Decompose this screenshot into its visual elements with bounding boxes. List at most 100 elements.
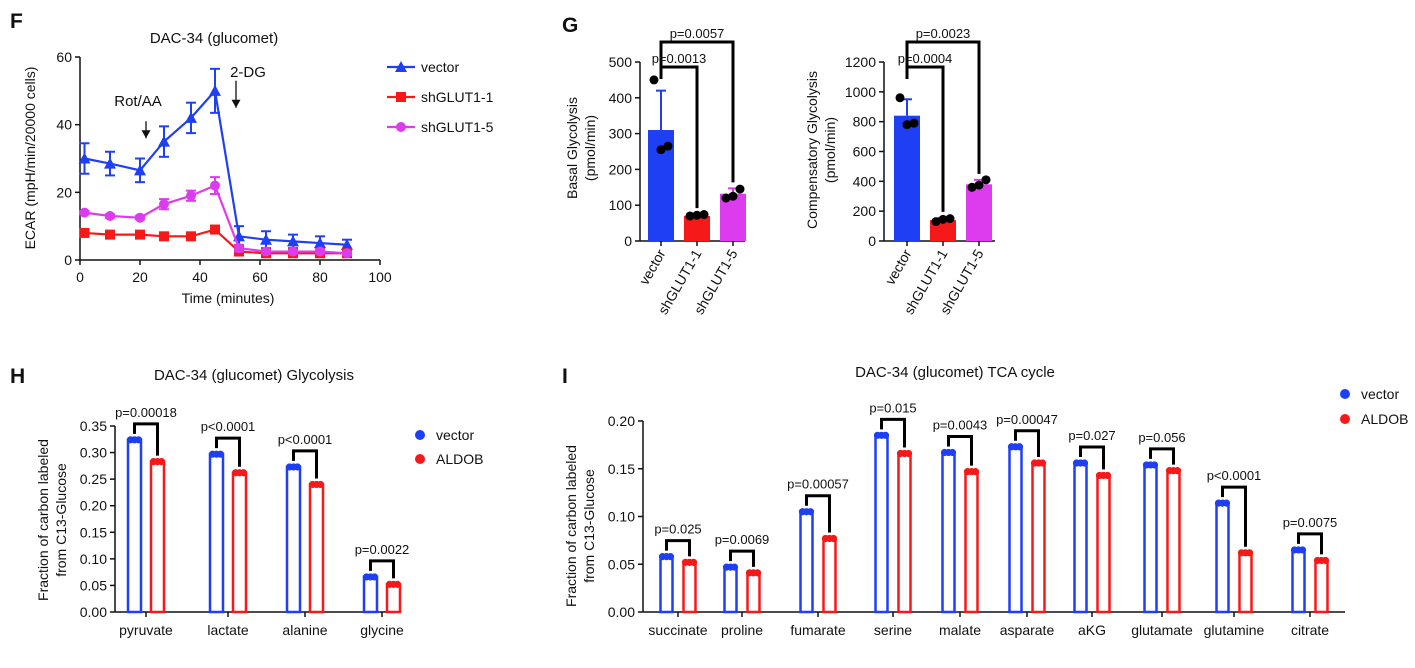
chart-f-xlabel: Time (minutes) <box>182 290 275 306</box>
chart-g2-point <box>909 118 919 128</box>
chart-i-point <box>1298 546 1307 554</box>
chart-i-comparison-bracket <box>805 494 831 533</box>
chart-f-point <box>314 237 326 249</box>
chart-f-xtick-label: 40 <box>192 269 208 285</box>
chart-g2-ytick-label: 200 <box>853 203 877 219</box>
chart-i-xtick-label: proline <box>721 622 763 638</box>
chart-i-point <box>829 534 838 543</box>
chart-h-point <box>293 463 302 471</box>
chart-i-pvalue: p=0.00057 <box>787 477 849 492</box>
chart-f-point <box>79 227 90 238</box>
chart-h-title: DAC-34 (glucomet) Glycolysis <box>154 367 354 384</box>
chart-i-pvalue: p=0.0075 <box>1283 515 1338 530</box>
chart-i-point <box>1173 467 1182 475</box>
legend-label: ALDOB <box>436 451 483 467</box>
chart-i-bar <box>1166 469 1181 614</box>
legend-marker <box>415 430 425 440</box>
chart-g2-ylabel-line2: (pmol/min) <box>822 117 838 183</box>
chart-f-point <box>210 180 220 191</box>
panel-label-g: G <box>562 14 578 37</box>
chart-i-pvalue: p=0.027 <box>1068 428 1115 443</box>
legend-label: shGLUT1-5 <box>421 119 494 135</box>
chart-f-point <box>105 229 115 240</box>
chart-i-pvalue: p=0.056 <box>1138 430 1185 445</box>
chart-f-title: DAC-34 (glucomet) <box>150 30 278 47</box>
chart-f-annotation: 2-DG <box>230 64 266 81</box>
chart-i-point <box>1222 499 1231 507</box>
chart-g1-point <box>685 211 695 221</box>
chart-f-annotation-arrowhead <box>141 130 151 139</box>
chart-h-xtick-label: glycine <box>360 622 404 638</box>
chart-h-ytick-label: 0.30 <box>80 445 107 461</box>
chart-g2-xtick-label: vector <box>882 246 915 287</box>
chart-i-bar <box>1073 461 1088 614</box>
chart-h-bar <box>385 583 402 614</box>
chart-i-ytick-label: 0.20 <box>608 413 635 429</box>
panel-label-h: H <box>10 365 25 388</box>
chart-i-bar <box>941 451 956 614</box>
chart-g1-point <box>663 141 673 151</box>
chart-f-point <box>134 164 146 176</box>
chart-g2-ytick-label: 600 <box>853 144 877 160</box>
legend-marker <box>1340 389 1350 399</box>
chart-i-point <box>948 448 957 457</box>
chart-f-ylabel: ECAR (mpH/min/20000 cells) <box>22 67 38 250</box>
chart-f-ytick-label: 60 <box>56 49 72 65</box>
chart-g1-point <box>721 193 731 203</box>
chart-i-bar <box>746 571 761 614</box>
chart-i-bar <box>1096 474 1111 614</box>
chart-g1-comparison-bracket <box>659 65 699 209</box>
chart-g1-ylabel-line2: (pmol/min) <box>582 115 598 181</box>
chart-f: 0 20 40 60 0 20 40 60 80 100 Rot/AA 2-DG vector shGLU… <box>56 49 493 285</box>
chart-i-comparison-bracket <box>947 435 973 466</box>
chart-h-pvalue: p<0.0001 <box>278 432 333 447</box>
chart-i-bar <box>723 565 738 614</box>
chart-i-title: DAC-34 (glucomet) TCA cycle <box>855 364 1055 381</box>
chart-f-point <box>105 211 115 222</box>
chart-f-point <box>234 243 244 254</box>
chart-h-point <box>157 458 166 466</box>
chart-i-ytick-label: 0.15 <box>608 461 635 477</box>
chart-g1-ytick-label: 500 <box>609 54 633 70</box>
chart-g2-point <box>967 182 977 192</box>
chart-i-xtick-label: serine <box>874 622 912 638</box>
chart-f-annotation: Rot/AA <box>114 93 162 110</box>
chart-i-bar <box>1314 559 1329 614</box>
chart-i-ylabel-line2: from C13-Glucose <box>581 469 597 583</box>
chart-f-point <box>159 231 169 242</box>
chart-g1-comparison-bracket <box>659 40 735 183</box>
chart-i-comparison-bracket <box>1014 429 1040 458</box>
legend-label: ALDOB <box>1361 411 1408 427</box>
chart-f-point <box>261 246 271 257</box>
chart-i-point <box>904 449 913 458</box>
chart-h-ylabel-line1: Fraction of carbon labeled <box>35 439 51 601</box>
chart-i-pvalue: p=0.0043 <box>933 418 988 433</box>
chart-g2-bar <box>894 115 920 241</box>
chart-i-comparison-bracket <box>1149 447 1175 465</box>
chart-f-point <box>209 84 221 96</box>
chart-i-bar <box>822 537 837 614</box>
chart-h-comparison-bracket <box>133 422 159 456</box>
chart-h-xtick-label: lactate <box>207 622 248 638</box>
chart-f-xtick-label: 60 <box>252 269 268 285</box>
chart-i-comparison-bracket <box>880 417 906 448</box>
chart-i-ytick-label: 0.00 <box>608 604 635 620</box>
chart-g1-ytick-label: 400 <box>609 90 633 106</box>
chart-h-ytick-label: 0.25 <box>80 471 107 487</box>
chart-h-bar <box>308 483 325 614</box>
chart-i-xtick-label: citrate <box>1291 622 1329 638</box>
chart-i-point <box>806 508 815 516</box>
chart-i-point <box>1150 461 1159 469</box>
chart-h-ylabel-line2: from C13-Glucose <box>53 463 69 577</box>
chart-f-point <box>186 231 196 242</box>
chart-g2-point <box>974 180 984 190</box>
chart-h-point <box>316 480 325 489</box>
chart-i-point <box>881 431 890 439</box>
chart-g2-pvalue: p=0.0004 <box>898 51 953 66</box>
chart-g1-xtick-label: vector <box>636 246 669 287</box>
legend-swatch-marker <box>395 61 407 72</box>
chart-h: 0.00 0.05 0.10 0.15 0.20 0.25 0.30 0.35 pyruvate… <box>80 405 484 638</box>
chart-g2-point <box>902 120 912 130</box>
chart-i-bar <box>1215 501 1230 614</box>
